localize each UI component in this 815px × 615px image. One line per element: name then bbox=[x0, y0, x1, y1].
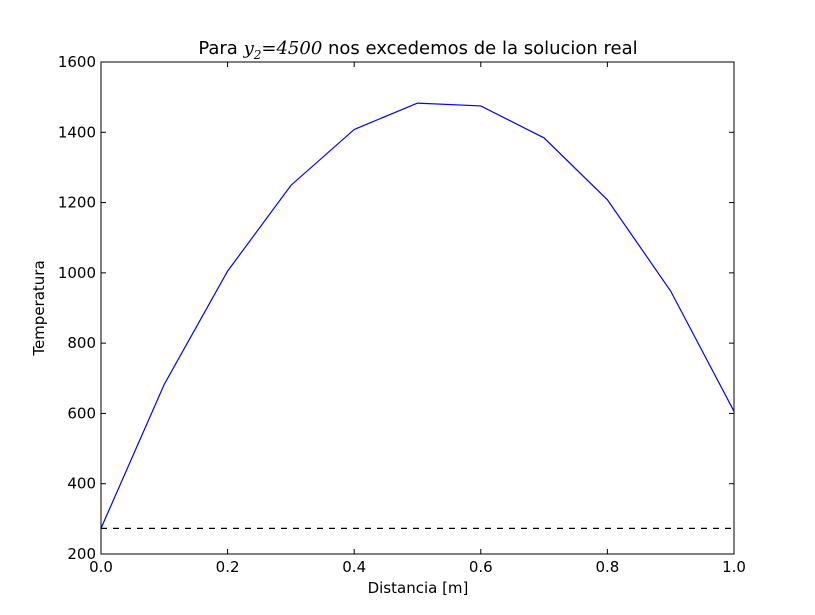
chart-title-suffix: nos excedemos de la solucion real bbox=[322, 38, 637, 59]
x-tick-label: 0.8 bbox=[595, 558, 619, 576]
chart-title-math-sub: 2 bbox=[253, 48, 262, 62]
y-tick-label: 1600 bbox=[58, 53, 96, 71]
x-tick-label: 0.0 bbox=[89, 558, 113, 576]
series-line-0 bbox=[100, 102, 735, 529]
ticks-layer: 0.0 0.2 0.4 0.6 0.8 1.0 200 400 600 800 1000 1200 14… bbox=[58, 53, 746, 576]
y-tick-label: 1200 bbox=[58, 194, 96, 212]
y-tick-label: 1400 bbox=[58, 123, 96, 141]
y-tick-label: 200 bbox=[67, 545, 96, 563]
y-tick-label: 1000 bbox=[58, 264, 96, 282]
x-tick-label: 0.4 bbox=[342, 558, 366, 576]
x-tick-label: 0.2 bbox=[216, 558, 240, 576]
y-axis-label: Temperatura bbox=[30, 260, 48, 356]
x-axis-label: Distancia [m] bbox=[368, 579, 469, 597]
plot-frame bbox=[100, 61, 735, 555]
y-tick-label: 400 bbox=[67, 475, 96, 493]
x-tick-label: 1.0 bbox=[722, 558, 746, 576]
chart-title-math-rest: =4500 bbox=[261, 38, 322, 59]
chart-title-math-var: y bbox=[243, 38, 255, 59]
y-tick-label: 800 bbox=[67, 334, 96, 352]
chart-title-prefix: Para bbox=[198, 38, 243, 59]
y-tick-label: 600 bbox=[67, 404, 96, 422]
series-layer bbox=[100, 102, 735, 529]
chart-title: Para y2=4500 nos excedemos de la solucio… bbox=[198, 38, 637, 62]
x-tick-label: 0.6 bbox=[469, 558, 493, 576]
